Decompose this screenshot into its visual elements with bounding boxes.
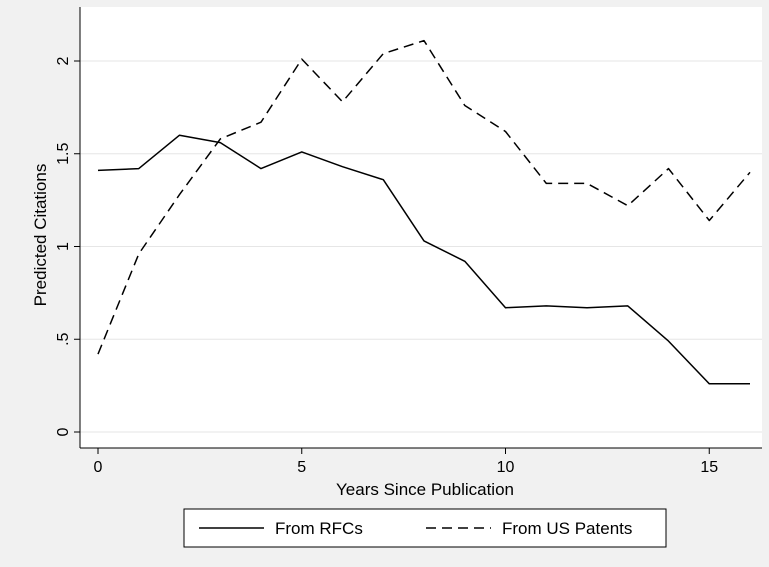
y-axis-label: Predicted Citations xyxy=(31,164,50,307)
legend-label-us-patents: From US Patents xyxy=(502,519,632,538)
y-tick-label: .5 xyxy=(55,332,72,345)
x-tick-label: 0 xyxy=(94,459,103,476)
series-lines xyxy=(97,39,751,385)
plot-area xyxy=(80,7,762,448)
axes xyxy=(79,7,762,449)
y-tick-label: 2 xyxy=(55,56,72,65)
grid-lines xyxy=(80,60,762,433)
x-tick-label: 15 xyxy=(700,459,718,476)
legend: From RFCs From US Patents xyxy=(183,508,667,548)
y-tick-label: 1.5 xyxy=(55,143,72,165)
x-tick-label: 10 xyxy=(497,459,515,476)
legend-box xyxy=(183,508,667,548)
y-tick-label: 1 xyxy=(55,242,72,251)
series-line-us-patents xyxy=(97,39,751,355)
x-tick-label: 5 xyxy=(297,459,306,476)
x-axis-label: Years Since Publication xyxy=(336,480,514,499)
series-line-rfcs xyxy=(97,134,750,385)
legend-label-rfcs: From RFCs xyxy=(275,519,363,538)
y-tick-label: 0 xyxy=(55,427,72,436)
y-axis-ticks: 0 .5 1 1.5 2 xyxy=(55,56,80,436)
x-axis-ticks: 0 5 10 15 xyxy=(94,448,718,476)
